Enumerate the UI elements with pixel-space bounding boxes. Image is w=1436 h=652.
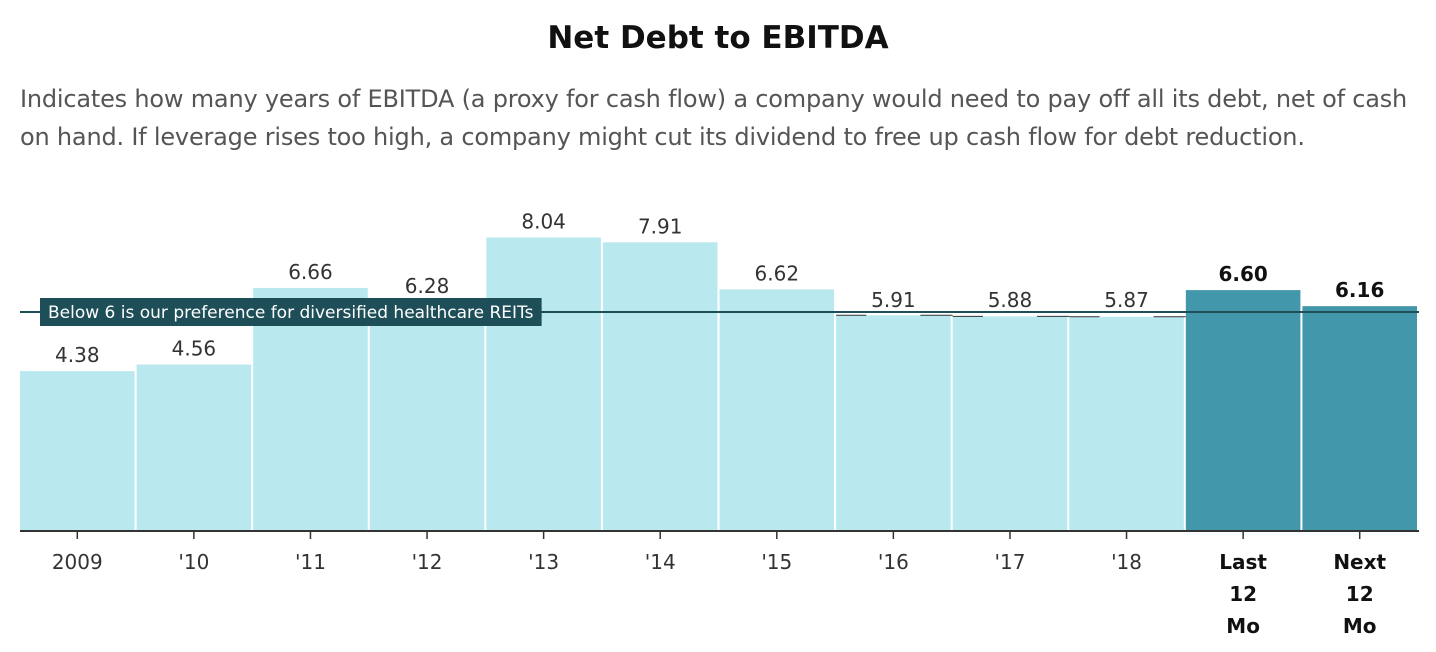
- value-labels-layer: 4.38 4.56 6.66 6.28 8.04 7.91 6.62 5.91 5.88 5.87…: [55, 210, 1384, 368]
- value-label-3: 6.28: [405, 274, 450, 298]
- value-label-4: 8.04: [521, 210, 566, 234]
- chart-title: Net Debt to EBITDA: [547, 20, 889, 56]
- bar-6: [719, 289, 835, 531]
- chart-subtitle: Indicates how many years of EBITDA (a pr…: [20, 85, 1408, 151]
- reference-line-label: Below 6 is our preference for diversifie…: [48, 303, 534, 323]
- value-label-5: 7.91: [638, 214, 683, 238]
- tick-label-9: '18: [1111, 550, 1142, 574]
- tick-label-1: '10: [178, 550, 209, 574]
- bar-10: [1185, 290, 1301, 531]
- bar-5: [602, 242, 718, 531]
- value-label-11: 6.16: [1335, 278, 1384, 302]
- tick-label-0: 2009: [52, 550, 103, 574]
- tick-label-10: Last 12 Mo: [1219, 550, 1267, 638]
- value-label-6: 6.62: [755, 261, 800, 285]
- bars-layer: [20, 237, 1417, 532]
- tick-label-3: '12: [412, 550, 443, 574]
- x-axis: 2009 '10 '11 '12 '13 '14 '15 '16 '17 '18 Last 12 Mo N…: [20, 530, 1419, 638]
- value-label-7: 5.91: [871, 288, 916, 312]
- value-label-8: 5.88: [988, 288, 1033, 312]
- value-label-2: 6.66: [288, 260, 333, 284]
- reference-layer: Below 6 is our preference for diversifie…: [20, 298, 1419, 326]
- tick-label-2: '11: [295, 550, 326, 574]
- value-label-0: 4.38: [55, 343, 100, 367]
- value-label-1: 4.56: [172, 337, 217, 361]
- tick-label-8: '17: [994, 550, 1025, 574]
- bar-2: [253, 287, 368, 531]
- bar-0: [20, 371, 135, 531]
- tick-label-5: '14: [645, 550, 676, 574]
- tick-label-6: '15: [761, 550, 792, 574]
- value-label-10: 6.60: [1218, 262, 1267, 286]
- connectors-layer: [836, 314, 1186, 318]
- bar-9: [1069, 316, 1184, 531]
- reference-line-label-box: [40, 298, 542, 326]
- bar-8: [952, 316, 1068, 531]
- bar-4: [486, 237, 601, 532]
- bar-3: [369, 301, 485, 531]
- bar-7: [836, 315, 951, 531]
- tick-label-7: '16: [878, 550, 909, 574]
- value-label-9: 5.87: [1104, 288, 1149, 312]
- tick-label-11: Next 12 Mo: [1333, 550, 1386, 638]
- bar-11: [1302, 306, 1417, 531]
- bar-1: [136, 364, 252, 531]
- tick-label-4: '13: [528, 550, 559, 574]
